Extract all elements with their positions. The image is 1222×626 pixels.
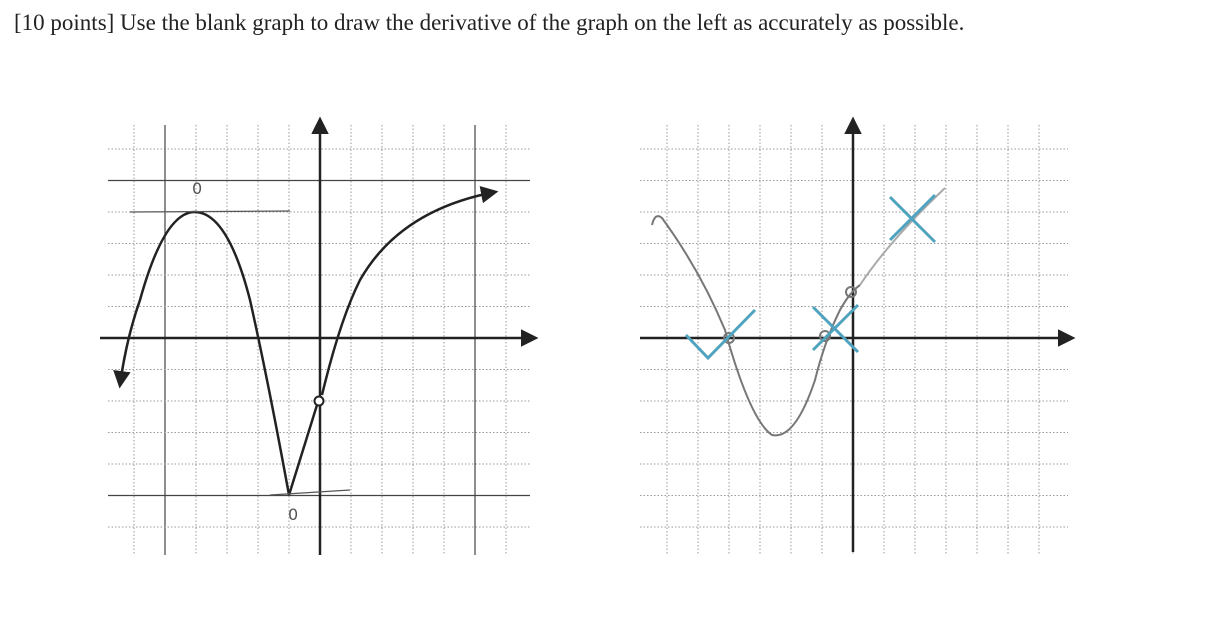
student-point: [723, 332, 735, 344]
x-mark: [888, 193, 937, 244]
function-curve: [287, 404, 319, 496]
check-mark: [684, 308, 757, 361]
student-point: [819, 330, 831, 342]
x-mark: [811, 303, 860, 354]
open-point: [313, 395, 325, 407]
student-curve: [859, 187, 946, 286]
tangent-mark: [269, 489, 351, 496]
student-point: [845, 286, 857, 298]
student-curve: [651, 215, 861, 437]
handwritten-zero: 0: [288, 505, 298, 524]
handwritten-zero: 0: [192, 179, 202, 198]
function-curve: [320, 186, 499, 396]
tangent-mark: [129, 210, 291, 213]
function-curve: [113, 210, 291, 496]
question: [10 points] Use the blank graph to draw …: [14, 10, 965, 35]
